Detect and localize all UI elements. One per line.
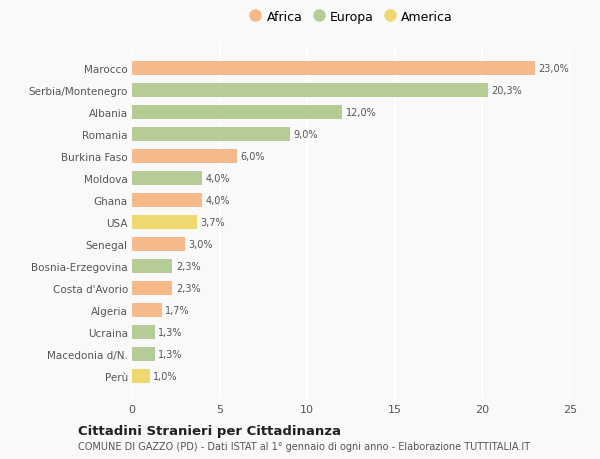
Text: 1,3%: 1,3%	[158, 327, 183, 337]
Text: COMUNE DI GAZZO (PD) - Dati ISTAT al 1° gennaio di ogni anno - Elaborazione TUTT: COMUNE DI GAZZO (PD) - Dati ISTAT al 1° …	[78, 441, 530, 451]
Text: 1,3%: 1,3%	[158, 349, 183, 359]
Bar	[132, 369, 149, 383]
Text: 1,7%: 1,7%	[165, 305, 190, 315]
Bar	[132, 62, 535, 76]
Text: Cittadini Stranieri per Cittadinanza: Cittadini Stranieri per Cittadinanza	[78, 424, 341, 437]
Text: 4,0%: 4,0%	[206, 174, 230, 184]
Text: 9,0%: 9,0%	[293, 130, 317, 140]
Text: 1,0%: 1,0%	[153, 371, 178, 381]
Text: 3,0%: 3,0%	[188, 240, 212, 250]
Text: 2,3%: 2,3%	[176, 283, 200, 293]
Text: 20,3%: 20,3%	[491, 86, 522, 96]
Bar	[132, 194, 202, 208]
Bar	[132, 106, 342, 120]
Bar	[132, 281, 172, 296]
Bar	[132, 237, 185, 252]
Bar	[132, 84, 488, 98]
Bar	[132, 325, 155, 339]
Bar	[132, 150, 237, 164]
Text: 2,3%: 2,3%	[176, 262, 200, 271]
Bar	[132, 347, 155, 361]
Text: 12,0%: 12,0%	[346, 108, 376, 118]
Text: 3,7%: 3,7%	[200, 218, 225, 228]
Bar	[132, 172, 202, 186]
Text: 4,0%: 4,0%	[206, 196, 230, 206]
Text: 6,0%: 6,0%	[241, 152, 265, 162]
Bar	[132, 128, 290, 142]
Bar	[132, 259, 172, 274]
Bar	[132, 215, 197, 230]
Text: 23,0%: 23,0%	[538, 64, 569, 74]
Legend: Africa, Europa, America: Africa, Europa, America	[244, 6, 458, 29]
Bar	[132, 303, 162, 318]
